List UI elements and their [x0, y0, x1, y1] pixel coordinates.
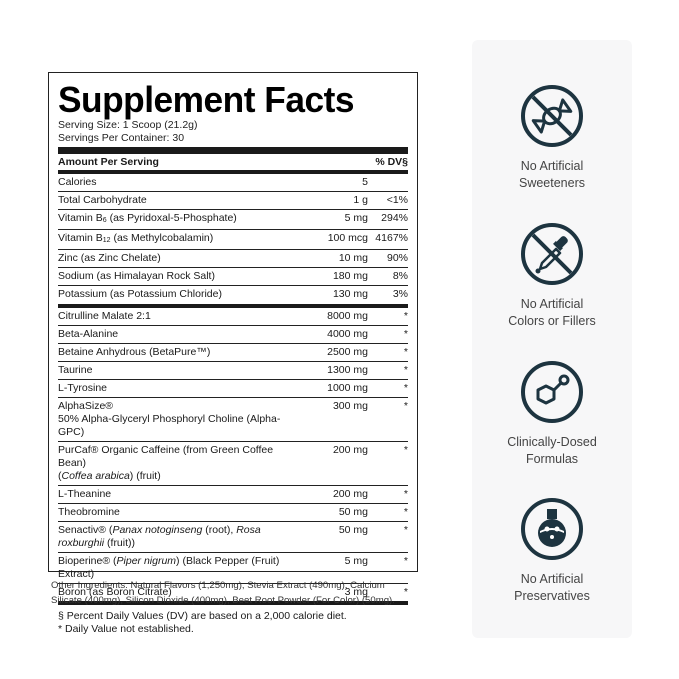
nutrient-row: Sodium (as Himalayan Rock Salt) 180 mg 8…: [58, 268, 408, 286]
feature-label: No Artificial Sweeteners: [518, 159, 585, 190]
molecule-icon: [520, 360, 584, 424]
ingredient-row: L-Theanine 200 mg *: [58, 486, 408, 504]
nutrient-row: Zinc (as Zinc Chelate) 10 mg 90%: [58, 250, 408, 268]
feature-label: No Artificial Preservatives: [514, 572, 590, 603]
other-ingredients: Other Ingredients: Natural Flavors (1,25…: [51, 580, 395, 606]
divider-thick: [58, 147, 408, 154]
feature-no-artificial-sweeteners: No Artificial Sweeteners: [472, 84, 632, 192]
ingredient-row: PurCaf® Organic Caffeine (from Green Cof…: [58, 442, 408, 486]
supplement-facts-panel: Supplement Facts Serving Size: 1 Scoop (…: [48, 72, 418, 635]
feature-no-artificial-preservatives: No Artificial Preservatives: [472, 497, 632, 605]
no-candy-icon: [520, 84, 584, 148]
nutrient-row: Potassium (as Potassium Chloride) 130 mg…: [58, 288, 408, 300]
ingredient-row: L-Tyrosine 1000 mg *: [58, 380, 408, 398]
nutrient-row: Vitamin B12 (as Methylcobalamin) 100 mcg…: [58, 230, 408, 250]
footnote-dv: § Percent Daily Values (DV) are based on…: [58, 610, 347, 622]
ingredient-row: Taurine 1300 mg *: [58, 362, 408, 380]
feature-label: Clinically-Dosed Formulas: [507, 435, 597, 466]
ingredient-row: Beta-Alanine 4000 mg *: [58, 326, 408, 344]
ingredient-row: Senactiv® (Panax notoginseng (root), Ros…: [58, 522, 408, 553]
ingredient-row: Boron (as Boron Citrate) 3 mg *: [58, 585, 408, 598]
nutrient-row: Total Carbohydrate 1 g <1%: [58, 192, 408, 210]
divider-bottom: [58, 601, 408, 605]
serving-size: Serving Size: 1 Scoop (21.2g): [58, 119, 198, 131]
ingredient-row: Theobromine 50 mg *: [58, 504, 408, 522]
feature-no-artificial-colors: No Artificial Colors or Fillers: [472, 222, 632, 330]
ingredient-row: Betaine Anhydrous (BetaPure™) 2500 mg *: [58, 344, 408, 362]
header-amount: Amount Per Serving: [58, 156, 159, 168]
footnotes: § Percent Daily Values (DV) are based on…: [58, 605, 408, 636]
ingredient-row: Bioperine® (Piper nigrum) (Black Pepper …: [58, 553, 408, 584]
features-card: No Artificial Sweeteners No Artificial Col…: [472, 40, 632, 638]
feature-clinically-dosed: Clinically-Dosed Formulas: [472, 360, 632, 468]
feature-label: No Artificial Colors or Fillers: [508, 297, 596, 328]
header-dv: % DV§: [375, 156, 408, 168]
nutrient-row: Vitamin B6 (as Pyridoxal-5-Phosphate) 5 …: [58, 210, 408, 230]
flask-icon: [520, 497, 584, 561]
divider-section: [58, 303, 408, 308]
servings-per-container: Servings Per Container: 30: [58, 132, 185, 144]
no-dropper-icon: [520, 222, 584, 286]
ingredient-row: Citrulline Malate 2:1 8000 mg *: [58, 308, 408, 326]
facts-title: Supplement Facts: [58, 79, 355, 120]
facts-header-row: Amount Per Serving % DV§: [58, 154, 408, 174]
nutrient-row: Calories 5: [58, 174, 408, 192]
ingredient-row: AlphaSize® 50% Alpha-Glyceryl Phosphoryl …: [58, 398, 408, 442]
footnote-asterisk: * Daily Value not established.: [58, 623, 194, 635]
